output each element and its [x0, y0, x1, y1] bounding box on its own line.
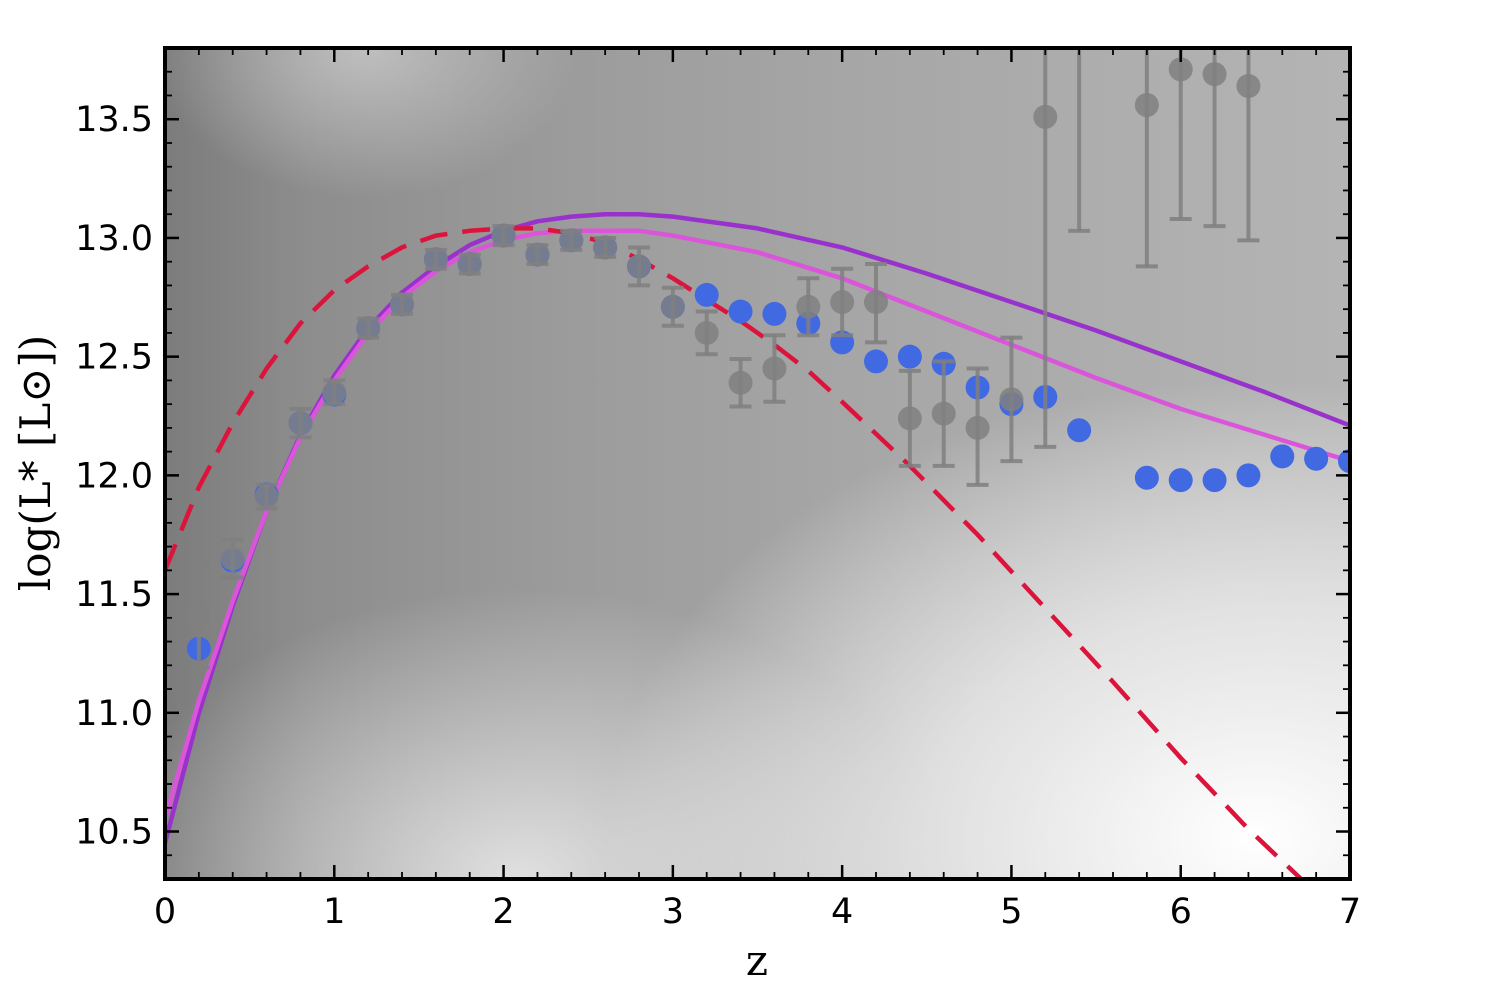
data-point-blue — [1202, 468, 1227, 493]
data-point-gray — [525, 242, 550, 267]
x-tick-label: 4 — [831, 892, 853, 932]
x-tick-label: 2 — [492, 892, 514, 932]
x-tick-label: 3 — [662, 892, 684, 932]
data-point-gray — [965, 415, 990, 440]
data-point-gray — [931, 401, 956, 426]
data-point-gray — [1134, 92, 1159, 117]
data-point-gray — [559, 228, 584, 253]
data-point-blue — [694, 282, 719, 307]
data-point-blue — [897, 344, 922, 369]
y-tick-label: 12.0 — [75, 456, 153, 496]
y-tick-label: 12.5 — [75, 338, 153, 378]
x-tick-label: 0 — [154, 892, 176, 932]
data-point-gray — [390, 292, 414, 317]
y-tick-label: 11.5 — [75, 575, 153, 615]
data-point-gray — [254, 484, 279, 509]
data-point-gray — [356, 316, 381, 341]
data-point-gray — [660, 294, 685, 319]
data-point-gray — [762, 356, 787, 381]
x-tick-label: 5 — [1000, 892, 1022, 932]
data-point-gray — [694, 320, 719, 345]
plot-background — [165, 48, 1350, 879]
x-tick-labels: 0 1 2 3 4 5 6 7 — [154, 892, 1361, 932]
data-point-blue — [728, 299, 753, 324]
data-point-blue — [1338, 449, 1350, 474]
data-point-gray — [1236, 73, 1261, 98]
data-point-gray — [796, 294, 821, 319]
data-point-gray — [322, 380, 347, 405]
x-tick-label: 7 — [1339, 892, 1361, 932]
plot-frame — [163, 46, 1352, 881]
y-tick-label: 13.5 — [75, 100, 153, 140]
data-point-blue — [1304, 446, 1329, 471]
data-point-gray — [728, 370, 753, 395]
y-tick-label: 10.5 — [75, 813, 153, 853]
y-tick-label: 11.0 — [75, 694, 153, 734]
data-point-gray — [423, 247, 448, 272]
x-axis-title: z — [746, 936, 768, 985]
data-point-blue — [762, 301, 787, 326]
data-point-gray — [1033, 104, 1058, 129]
data-point-gray — [288, 411, 313, 436]
x-tick-label: 6 — [1170, 892, 1192, 932]
data-point-gray — [593, 235, 618, 260]
data-point-blue — [1134, 465, 1159, 490]
data-point-blue — [1270, 444, 1295, 469]
x-tick-label: 1 — [323, 892, 345, 932]
data-point-blue — [1067, 418, 1092, 443]
data-point-blue — [1168, 468, 1193, 493]
y-tick-labels: 10.5 11.0 11.5 12.0 12.5 13.0 13.5 — [75, 100, 153, 852]
data-point-gray — [457, 252, 482, 277]
plot-area — [165, 48, 1350, 879]
data-point-gray — [220, 546, 245, 571]
data-point-gray — [627, 254, 651, 279]
data-point-gray — [830, 290, 855, 315]
data-point-gray — [1168, 57, 1193, 82]
data-point-blue — [864, 349, 888, 374]
data-point-gray — [186, 603, 211, 628]
data-point-gray — [1202, 62, 1227, 87]
y-tick-label: 13.0 — [75, 219, 153, 259]
data-point-gray — [864, 290, 888, 315]
data-point-gray — [999, 387, 1024, 412]
y-axis-title: log(L* [L⊙]) — [11, 335, 60, 591]
data-point-gray — [897, 406, 922, 431]
data-point-gray — [491, 223, 516, 248]
data-point-blue — [1236, 463, 1261, 488]
